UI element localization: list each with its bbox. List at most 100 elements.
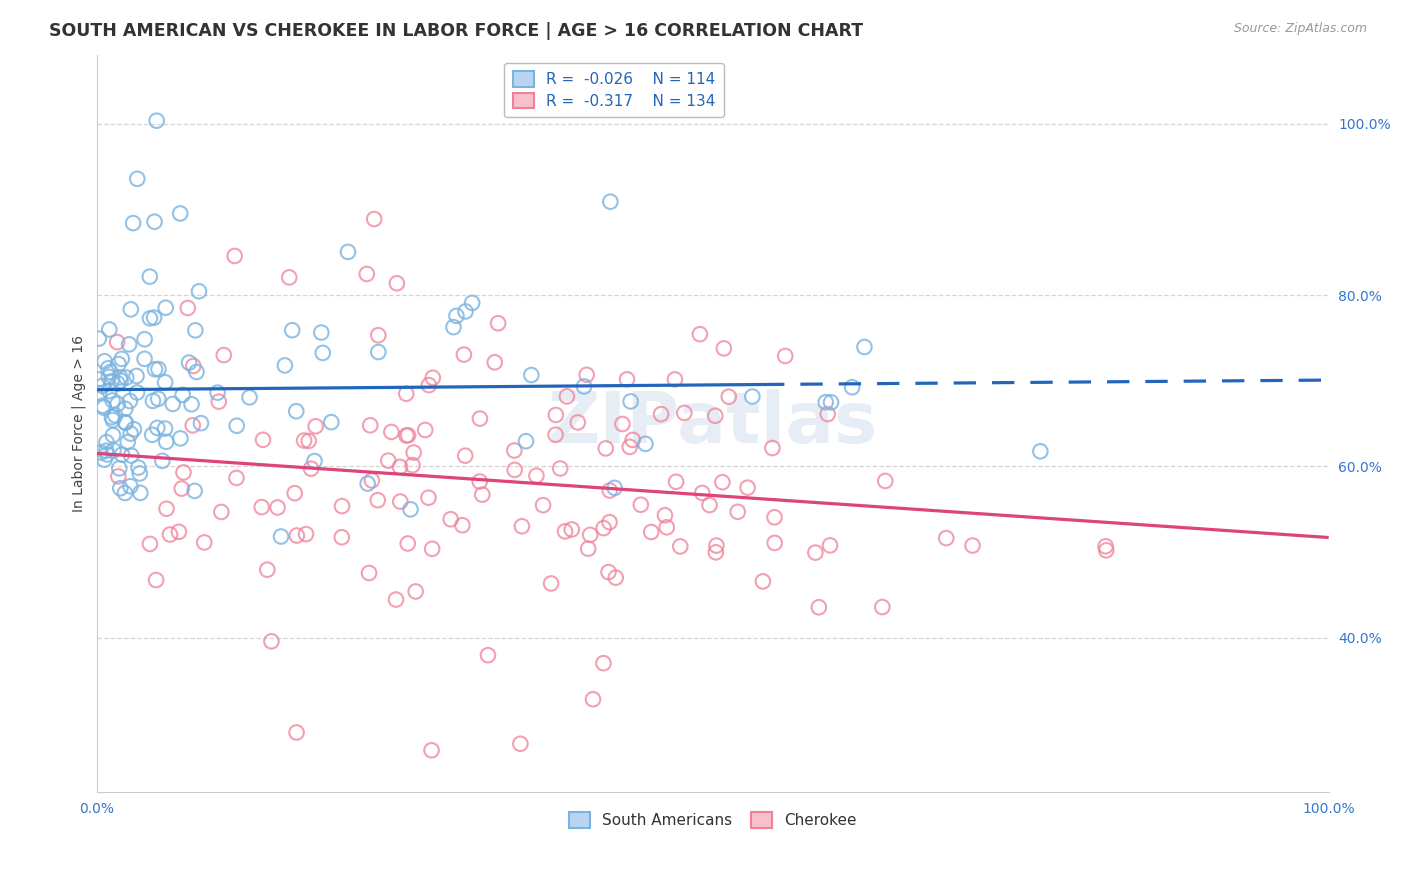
Point [128, 467, 150, 481]
Point [612, 417, 634, 431]
Point [576, 541, 599, 556]
Point [256, 563, 278, 577]
Point [250, 500, 273, 514]
Point [122, 422, 145, 436]
Point [110, 481, 132, 495]
Point [669, 540, 692, 554]
Point [471, 488, 494, 502]
Point [181, 418, 204, 433]
Point [330, 499, 353, 513]
Point [127, 171, 149, 186]
Text: SOUTH AMERICAN VS CHEROKEE IN LABOR FORCE | AGE > 16 CORRELATION CHART: SOUTH AMERICAN VS CHEROKEE IN LABOR FORC… [49, 22, 863, 40]
Point [274, 359, 297, 373]
Point [209, 505, 232, 519]
Point [820, 395, 842, 409]
Point [396, 536, 419, 550]
Point [93, 452, 115, 467]
Point [285, 528, 308, 542]
Point [395, 386, 418, 401]
Point [108, 370, 131, 384]
Point [114, 416, 136, 430]
Point [413, 423, 436, 437]
Point [127, 385, 149, 400]
Point [120, 449, 142, 463]
Point [356, 267, 378, 281]
Point [285, 404, 308, 418]
Point [321, 415, 343, 429]
Point [105, 335, 128, 350]
Point [183, 483, 205, 498]
Point [284, 486, 307, 500]
Point [595, 442, 617, 456]
Point [87, 386, 110, 401]
Point [540, 576, 562, 591]
Point [155, 434, 177, 449]
Point [763, 536, 786, 550]
Point [468, 475, 491, 489]
Point [841, 380, 863, 394]
Point [773, 349, 796, 363]
Point [727, 505, 749, 519]
Point [418, 491, 440, 505]
Point [142, 393, 165, 408]
Point [167, 524, 190, 539]
Point [468, 411, 491, 425]
Point [567, 416, 589, 430]
Point [100, 365, 122, 379]
Point [620, 394, 643, 409]
Point [172, 388, 194, 402]
Point [190, 416, 212, 430]
Point [418, 378, 440, 392]
Point [134, 332, 156, 346]
Point [266, 500, 288, 515]
Point [143, 362, 166, 376]
Point [162, 397, 184, 411]
Point [630, 498, 652, 512]
Point [598, 565, 620, 579]
Point [134, 351, 156, 366]
Point [139, 537, 162, 551]
Point [440, 512, 463, 526]
Point [270, 529, 292, 543]
Point [509, 737, 531, 751]
Point [118, 394, 141, 409]
Point [477, 648, 499, 663]
Point [422, 370, 444, 384]
Point [148, 362, 170, 376]
Point [875, 474, 897, 488]
Point [655, 520, 678, 534]
Point [101, 410, 124, 425]
Point [503, 463, 526, 477]
Point [143, 215, 166, 229]
Point [153, 421, 176, 435]
Point [155, 301, 177, 315]
Point [101, 428, 124, 442]
Point [225, 418, 247, 433]
Point [619, 440, 641, 454]
Point [853, 340, 876, 354]
Point [186, 365, 208, 379]
Point [520, 368, 543, 382]
Point [104, 409, 127, 423]
Point [108, 461, 131, 475]
Point [114, 415, 136, 429]
Point [634, 437, 657, 451]
Point [396, 428, 419, 442]
Point [515, 434, 537, 449]
Point [101, 393, 124, 408]
Point [454, 449, 477, 463]
Point [367, 345, 389, 359]
Point [150, 454, 173, 468]
Point [172, 466, 194, 480]
Point [181, 359, 204, 373]
Point [699, 498, 721, 512]
Point [238, 390, 260, 404]
Point [561, 523, 583, 537]
Point [208, 394, 231, 409]
Point [110, 374, 132, 388]
Point [711, 475, 734, 490]
Point [599, 483, 621, 498]
Point [87, 332, 110, 346]
Point [295, 527, 318, 541]
Point [93, 354, 115, 368]
